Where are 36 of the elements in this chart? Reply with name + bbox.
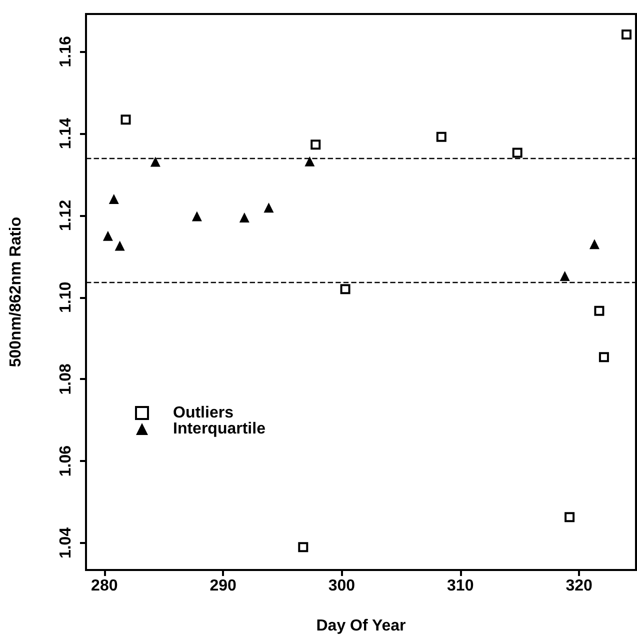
x-tick-label: 290	[210, 578, 236, 594]
y-tick-label: 1.10	[58, 282, 74, 313]
legend-label: Interquartile	[173, 420, 266, 438]
point	[622, 29, 632, 40]
point	[598, 352, 609, 362]
point	[304, 156, 315, 166]
point	[192, 211, 202, 222]
point	[108, 194, 119, 204]
y-tick-label: 1.14	[58, 118, 74, 150]
point	[114, 240, 125, 251]
x-tick-label: 280	[91, 578, 118, 594]
point	[239, 212, 250, 222]
point	[264, 202, 274, 213]
legend-label: Outliers	[173, 404, 234, 422]
point	[560, 271, 570, 282]
point	[589, 239, 600, 250]
point	[436, 132, 446, 142]
x-tick-label: 320	[566, 578, 592, 594]
x-axis-title: Day Of Year	[316, 618, 406, 634]
x-tick-label: 310	[447, 578, 474, 594]
y-tick-label: 1.16	[58, 36, 74, 68]
point	[310, 140, 321, 150]
point	[102, 230, 113, 241]
y-tick-label: 1.08	[58, 364, 74, 395]
point	[150, 156, 160, 167]
y-tick-label: 1.04	[58, 527, 74, 559]
point	[564, 512, 575, 522]
point	[340, 284, 350, 294]
y-axis-title: 500nm/862nm Ratio	[8, 216, 24, 368]
y-tick-label: 1.06	[58, 445, 74, 477]
point	[298, 542, 308, 552]
point	[594, 306, 604, 316]
point	[512, 148, 522, 158]
x-tick-label: 300	[328, 578, 356, 594]
point	[120, 114, 131, 125]
y-tick-label: 1.12	[58, 200, 74, 232]
